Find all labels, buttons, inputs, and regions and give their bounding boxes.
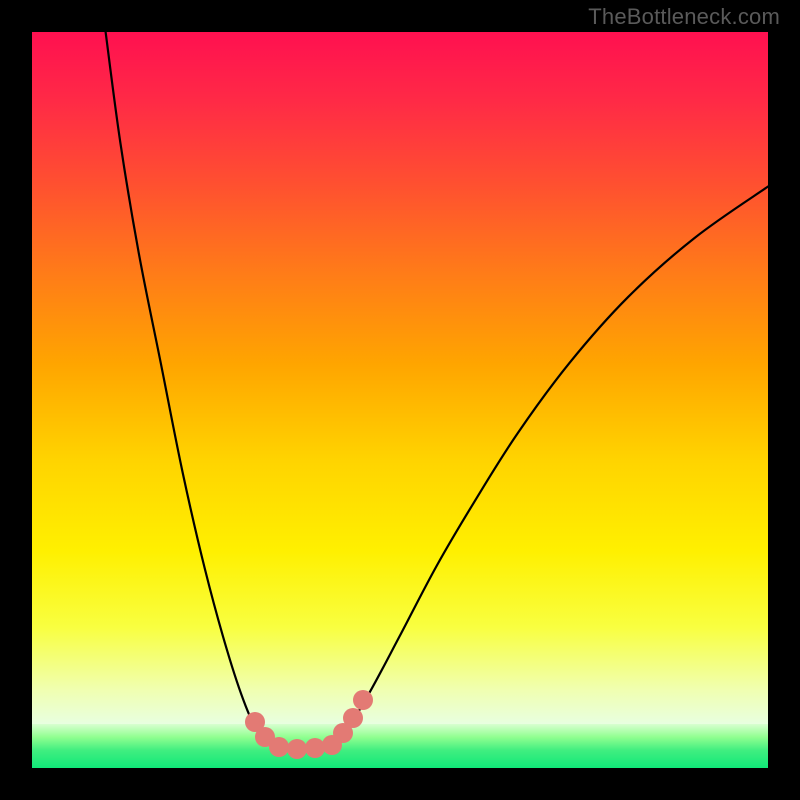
watermark-text: TheBottleneck.com (588, 4, 780, 30)
curve-layer (32, 32, 768, 768)
data-marker (343, 708, 363, 728)
plot-area (32, 32, 768, 768)
data-marker (305, 738, 325, 758)
data-marker (353, 690, 373, 710)
bottleneck-curve (106, 32, 768, 749)
